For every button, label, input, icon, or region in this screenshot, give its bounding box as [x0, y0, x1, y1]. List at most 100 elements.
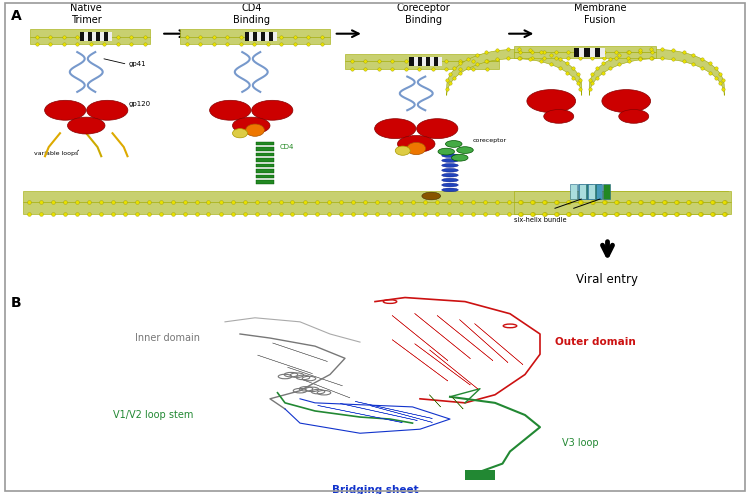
Text: gp41: gp41 [129, 61, 147, 67]
Bar [514, 52, 656, 58]
Bar [413, 57, 418, 66]
Ellipse shape [442, 159, 458, 163]
Bar [590, 48, 595, 57]
Bar [596, 184, 602, 199]
Ellipse shape [442, 173, 458, 177]
Bar [438, 57, 442, 66]
Bar [30, 29, 150, 37]
Ellipse shape [442, 164, 458, 167]
Bar [92, 32, 96, 41]
Ellipse shape [544, 110, 574, 124]
Bar [433, 57, 438, 66]
Ellipse shape [442, 188, 458, 192]
Bar [594, 184, 601, 199]
Text: A: A [11, 9, 22, 23]
Bar [88, 32, 92, 41]
Bar [256, 32, 261, 41]
Ellipse shape [526, 89, 576, 113]
Bar [345, 54, 499, 61]
Bar [256, 169, 274, 173]
Ellipse shape [446, 141, 462, 147]
Bar [244, 32, 248, 41]
Text: Outer domain: Outer domain [555, 337, 636, 347]
Ellipse shape [209, 100, 251, 120]
Ellipse shape [442, 183, 458, 187]
Bar [96, 32, 100, 41]
Ellipse shape [395, 146, 410, 155]
Ellipse shape [252, 100, 293, 120]
Bar [265, 32, 268, 41]
Ellipse shape [452, 154, 468, 161]
Ellipse shape [442, 178, 458, 182]
Bar [253, 32, 257, 41]
Bar [268, 32, 273, 41]
Ellipse shape [374, 119, 416, 139]
Bar [261, 32, 265, 41]
Bar [579, 48, 584, 57]
Bar [603, 184, 610, 199]
Bar [256, 158, 274, 162]
Bar [585, 184, 592, 199]
Bar [570, 184, 577, 199]
Bar [584, 48, 590, 57]
Ellipse shape [87, 100, 128, 120]
Bar [588, 184, 595, 199]
Ellipse shape [619, 110, 649, 124]
Bar [426, 57, 430, 66]
Bar [180, 37, 330, 44]
Bar [514, 191, 731, 202]
Bar [574, 48, 579, 57]
Bar [83, 32, 88, 41]
Bar [100, 32, 104, 41]
Text: B: B [11, 295, 22, 310]
Ellipse shape [422, 192, 441, 200]
Bar [22, 202, 728, 213]
Text: gp120: gp120 [129, 101, 151, 107]
Bar [586, 184, 593, 199]
Text: Native
Trimer: Native Trimer [70, 3, 102, 26]
Ellipse shape [406, 142, 426, 155]
Text: V1/V2 loop stem: V1/V2 loop stem [112, 410, 193, 420]
Ellipse shape [438, 148, 454, 155]
Text: Bridging sheet: Bridging sheet [332, 485, 419, 494]
Bar [600, 48, 605, 57]
Ellipse shape [68, 117, 105, 134]
Text: Membrane
Fusion: Membrane Fusion [574, 3, 626, 26]
Bar [273, 32, 277, 41]
Bar [422, 57, 426, 66]
Text: Coreceptor
Binding: Coreceptor Binding [397, 3, 451, 26]
Text: CD4
Binding: CD4 Binding [232, 3, 270, 26]
Bar [256, 180, 274, 184]
Ellipse shape [232, 128, 248, 138]
Bar [104, 32, 108, 41]
Bar [256, 164, 274, 167]
Ellipse shape [232, 117, 270, 134]
Bar [256, 147, 274, 151]
Bar [418, 57, 422, 66]
Bar [465, 470, 495, 480]
Text: six-helix bundle: six-helix bundle [514, 217, 566, 223]
Ellipse shape [45, 100, 86, 120]
Bar [256, 141, 274, 145]
Bar [22, 191, 728, 202]
Ellipse shape [442, 168, 458, 172]
Bar [30, 37, 150, 44]
Bar [256, 174, 274, 178]
Ellipse shape [442, 154, 458, 158]
Text: variable loops: variable loops [34, 151, 78, 156]
Text: Viral entry: Viral entry [577, 273, 638, 286]
Bar [80, 32, 83, 41]
Text: V3 loop: V3 loop [562, 438, 599, 449]
Bar [248, 32, 253, 41]
Bar [514, 46, 656, 52]
Ellipse shape [602, 89, 650, 113]
Bar [514, 202, 731, 213]
Bar [345, 61, 499, 69]
Bar [595, 48, 600, 57]
Bar [578, 184, 584, 199]
Bar [579, 184, 586, 199]
Bar [108, 32, 112, 41]
Bar [430, 57, 433, 66]
Bar [410, 57, 413, 66]
Text: CD4: CD4 [280, 144, 294, 150]
